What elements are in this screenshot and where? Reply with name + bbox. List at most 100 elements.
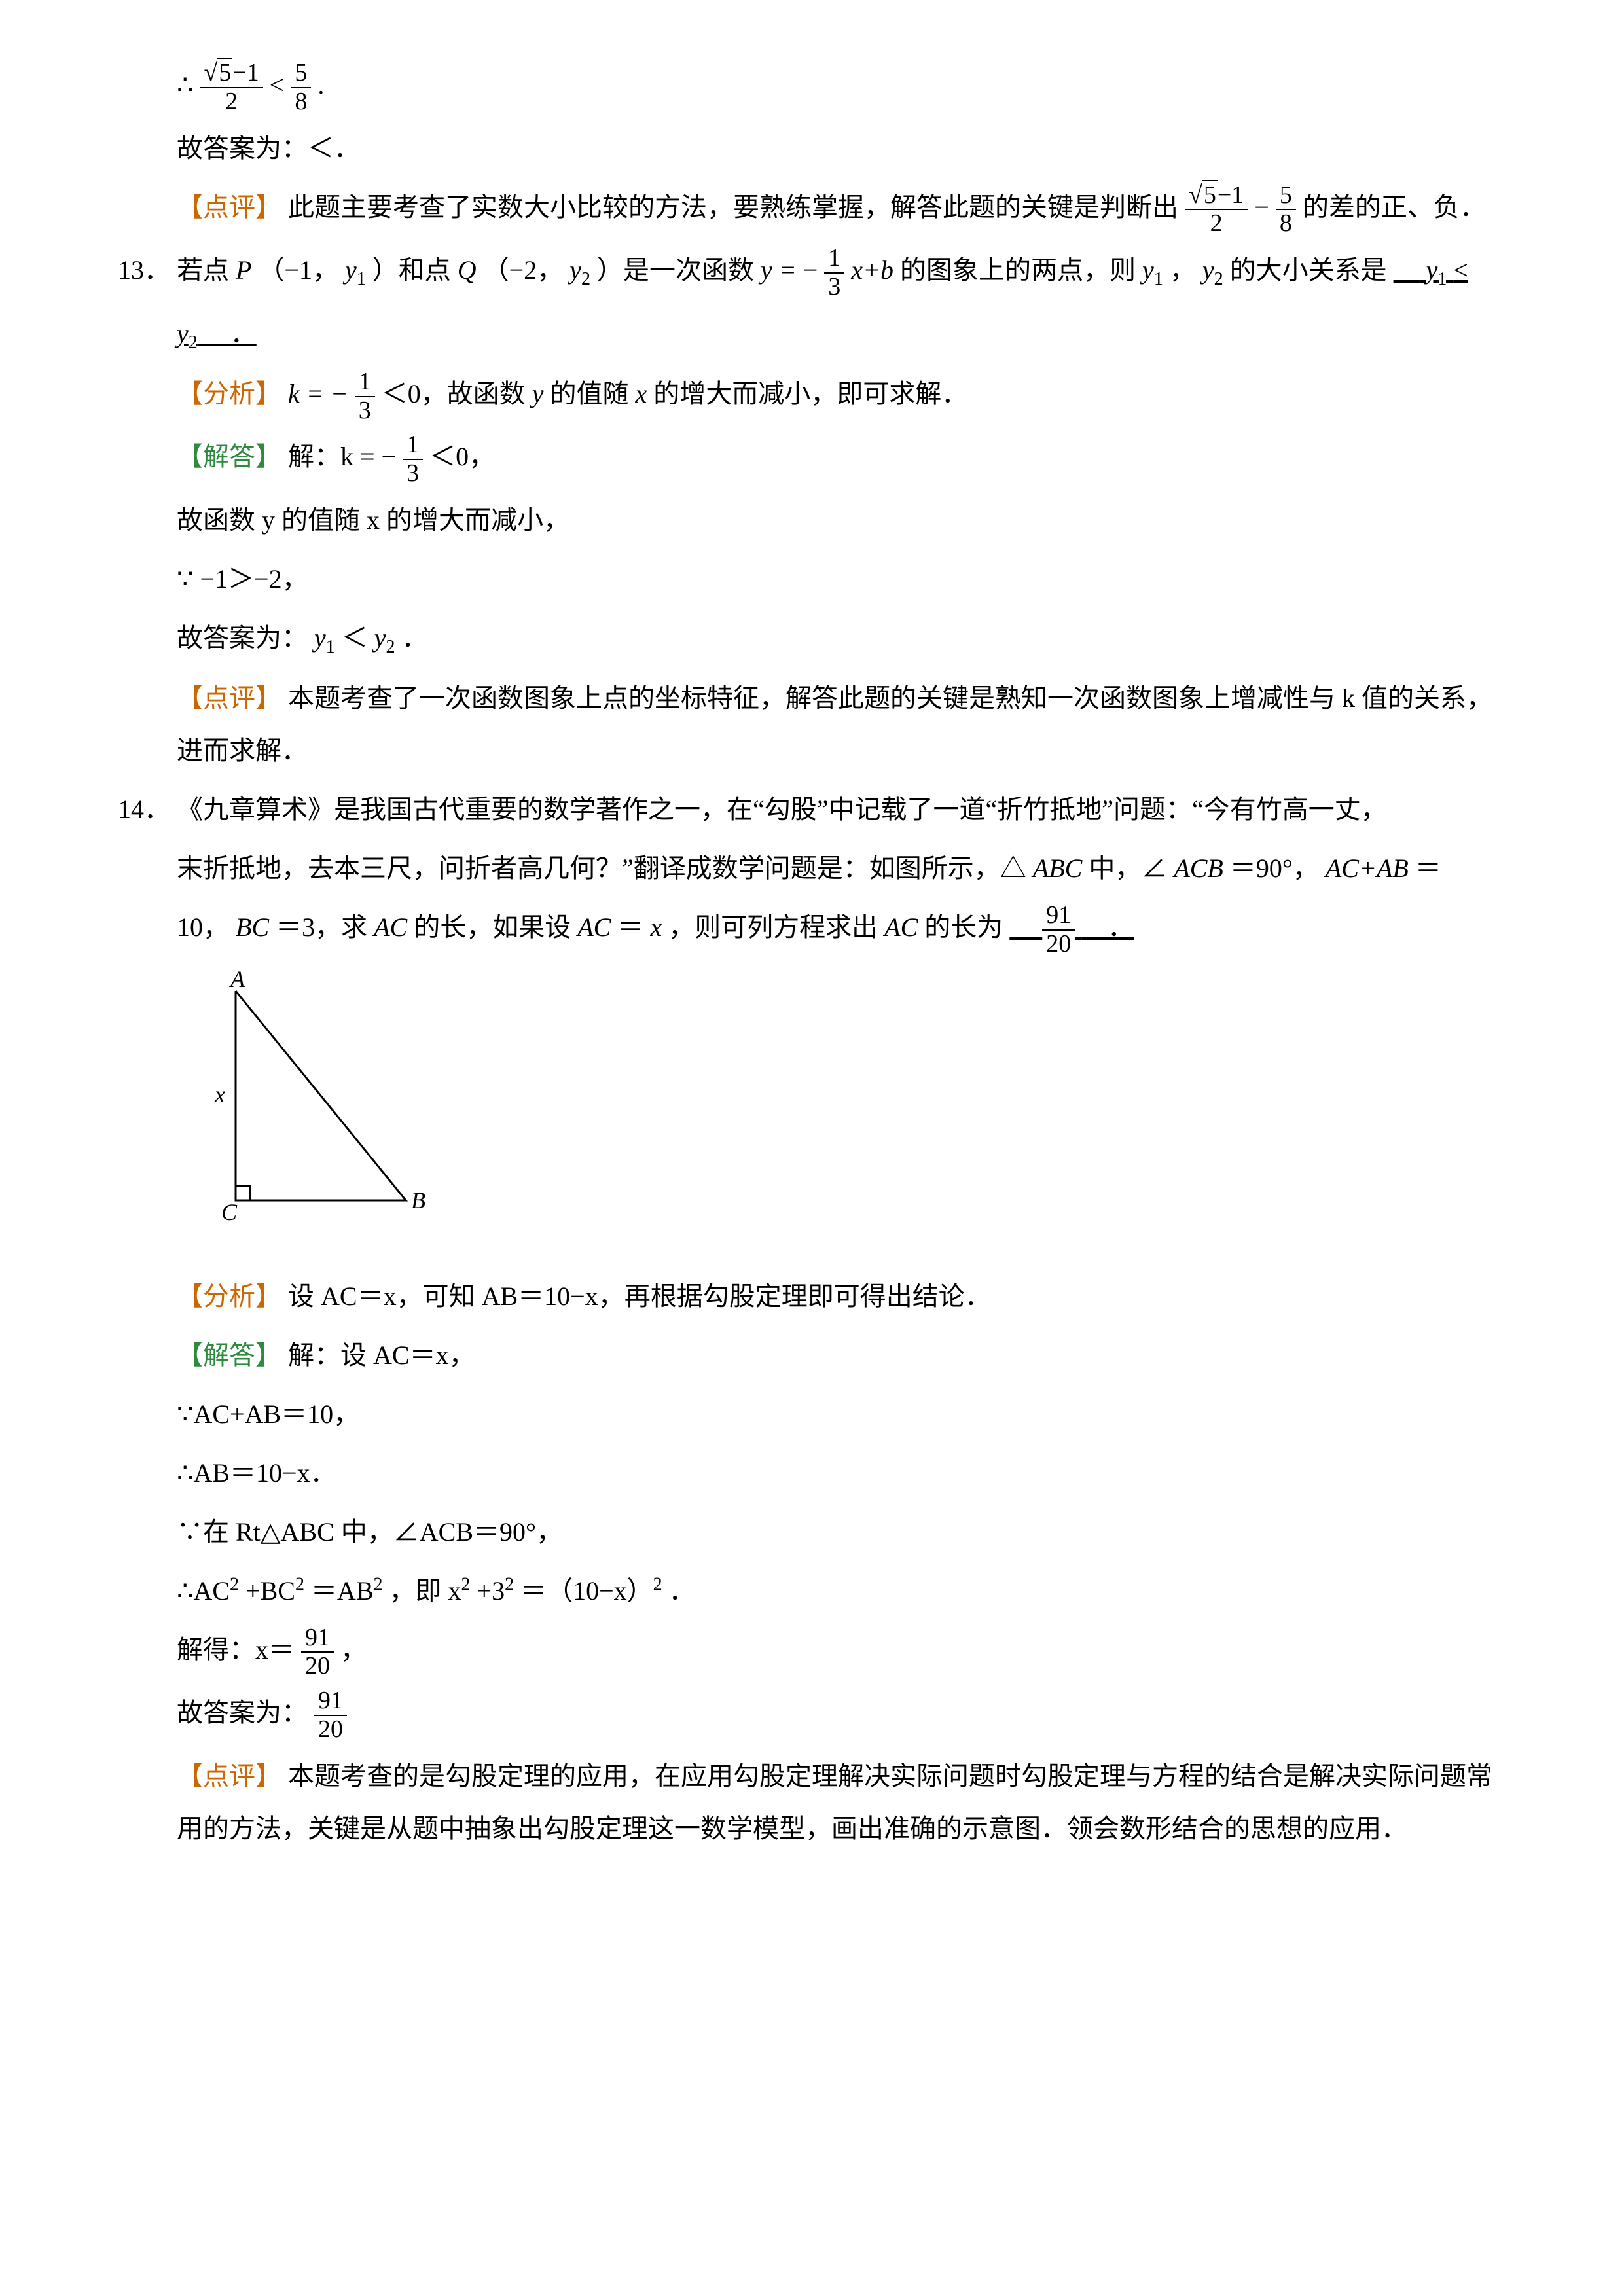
minus-symbol: −	[1254, 192, 1276, 222]
text: ＝90°，	[1230, 853, 1319, 883]
var-x: x	[636, 379, 647, 408]
text: 故答案为：	[177, 623, 308, 653]
var-y1b: y	[1142, 255, 1154, 285]
q13-comment: 【点评】 本题考查了一次函数图象上点的坐标特征，解答此题的关键是熟知一次函数图象…	[118, 672, 1506, 777]
text: （−1，	[258, 255, 338, 285]
frac-91-20: 91 20	[1042, 902, 1075, 958]
label-A: A	[229, 971, 245, 992]
text: ，则可列方程求出	[668, 912, 884, 942]
var-y: y =	[761, 255, 803, 285]
var-Q: Q	[458, 255, 477, 285]
var-AC2: AC	[577, 912, 611, 942]
var-P: P	[236, 255, 251, 285]
text: 故答案为：	[177, 1698, 308, 1727]
q13-stem: 13． 若点 P （−1， y1 ）和点 Q （−2， y2 ）是一次函数 y …	[118, 244, 1506, 301]
q14-stem-l1: 14． 《九章算术》是我国古代重要的数学著作之一，在“勾股”中记载了一道“折竹抵…	[118, 783, 1506, 836]
frac-1-3-b: 1 3	[355, 368, 375, 425]
lt-symbol: <	[270, 70, 285, 99]
q14-solve-6: 解得：x＝ 91 20 ，	[118, 1624, 1506, 1681]
page-root: ∴ 5−1 2 < 5 8 . 故答案为：＜． 【点评】 此题主要考查了实数大小…	[0, 0, 1624, 1914]
text: （−2，	[483, 255, 564, 285]
text: ，	[340, 1635, 367, 1664]
q13-analysis: 【分析】 k = − 1 3 ＜0，故函数 y 的值随 x 的增大而减小，即可求…	[118, 368, 1506, 425]
comment-text-1: 此题主要考查了实数大小比较的方法，要熟练掌握，解答此题的关键是判断出	[288, 192, 1178, 222]
var-ABC: ABC	[1033, 853, 1083, 883]
comment-label: 【点评】	[177, 683, 281, 713]
q14-solve-5: ∴AC2 +BC2 ＝AB2 ，即 x2 +32 ＝（10−x）2 ．	[118, 1565, 1506, 1617]
text: ）和点	[372, 255, 458, 285]
text: 的图象上的两点，则	[900, 255, 1142, 285]
text: ＜0，故函数	[382, 379, 532, 408]
q13-blank-answer-cont: y2 ．	[177, 319, 257, 348]
minus: −	[803, 255, 818, 285]
q13-solve-1: 【解答】 解：k = − 1 3 ＜0，	[118, 431, 1506, 488]
eq: ＝	[1415, 853, 1441, 883]
var-BC: BC	[236, 912, 269, 942]
analysis-label: 【分析】	[177, 379, 281, 408]
comma: ，	[1170, 255, 1196, 285]
var-AC3: AC	[884, 912, 918, 942]
sqrt-icon: 5	[204, 60, 232, 87]
text: 的长为	[924, 912, 1003, 942]
q14-solve-3: ∴AB＝10−x．	[118, 1447, 1506, 1499]
text: 的增大而减小，即可求解．	[653, 379, 967, 408]
q13-blank-answer: y1 <	[1394, 255, 1468, 285]
q12-answer-line: 故答案为：＜．	[118, 122, 1506, 175]
frac-91-20-b: 91 20	[301, 1624, 334, 1681]
q14-stem-l3: 10， BC ＝3，求 AC 的长，如果设 AC ＝ x ，则可列方程求出 AC…	[118, 901, 1506, 958]
q14-solve-4: ∵在 Rt△ABC 中，∠ACB＝90°，	[118, 1506, 1506, 1558]
text: 若点	[177, 255, 236, 285]
comment-text-2: 的差的正、负．	[1303, 192, 1486, 222]
frac-91-20-c: 91 20	[314, 1687, 347, 1744]
frac-sqrt5-1-over-2-b: 5−1 2	[1185, 182, 1248, 238]
text: 解：设 AC＝x，	[288, 1340, 475, 1370]
q14-solve-1: 【解答】 解：设 AC＝x，	[118, 1329, 1506, 1382]
q14-figure: A B C x	[118, 971, 1506, 1251]
text: 解：k = −	[288, 442, 396, 471]
q13-stem-cont: y2 ．	[118, 308, 1506, 361]
frac-1-3: 1 3	[824, 245, 844, 301]
label-C: C	[221, 1199, 238, 1225]
x-plus-b: x+b	[851, 255, 893, 285]
sub-1b: 1	[1154, 269, 1163, 289]
var-y2b: y	[1202, 255, 1214, 285]
comment-label: 【点评】	[177, 1761, 281, 1791]
text: 末折抵地，去本三尺，问折者高几何？”翻译成数学问题是：如图所示，△	[177, 853, 1026, 883]
period: .	[317, 70, 324, 99]
frac-sqrt5-1-over-2: 5−1 2	[200, 60, 262, 116]
text: 设 AC＝x，可知 AB＝10−x，再根据勾股定理即可得出结论．	[288, 1282, 991, 1311]
q13-solve-3: ∵ −1＞−2，	[118, 553, 1506, 605]
q13-solve-4: 故答案为： y1 ＜ y2 ．	[118, 612, 1506, 666]
text: ＜0，	[429, 442, 495, 471]
analysis-label: 【分析】	[177, 1282, 281, 1311]
solve-label: 【解答】	[177, 442, 281, 471]
comment-label: 【点评】	[177, 192, 281, 222]
var-x: x	[650, 912, 662, 942]
text: 的大小关系是	[1230, 255, 1387, 285]
comment-text: 本题考查的是勾股定理的应用，在应用勾股定理解决实际问题时勾股定理与方程的结合是解…	[177, 1761, 1492, 1843]
solve-label: 【解答】	[177, 1340, 281, 1370]
therefore-symbol: ∴	[177, 70, 193, 99]
text: 解得：x＝	[177, 1635, 295, 1664]
label-x: x	[214, 1081, 225, 1107]
q14-number: 14．	[118, 795, 170, 824]
var-y: y	[532, 379, 544, 408]
q12-comment-line: 【点评】 此题主要考查了实数大小比较的方法，要熟练掌握，解答此题的关键是判断出 …	[118, 181, 1506, 238]
text: 中，∠	[1089, 853, 1167, 883]
label-B: B	[411, 1187, 425, 1213]
q14-comment: 【点评】 本题考查的是勾股定理的应用，在应用勾股定理解决实际问题时勾股定理与方程…	[118, 1750, 1506, 1855]
var-y2: y	[569, 255, 581, 285]
q14-analysis: 【分析】 设 AC＝x，可知 AB＝10−x，再根据勾股定理即可得出结论．	[118, 1270, 1506, 1323]
q14-solve-2: ∵AC+AB＝10，	[118, 1388, 1506, 1441]
frac-5-over-8-b: 5 8	[1276, 182, 1296, 238]
var-ACAB: AC+AB	[1326, 853, 1409, 883]
text: ）是一次函数	[597, 255, 761, 285]
text: k = −	[288, 379, 348, 408]
sqrt-icon: 5	[1189, 182, 1218, 209]
text: 的长，如果设	[414, 912, 577, 942]
sub-1: 1	[357, 269, 366, 289]
var-y1: y	[345, 255, 357, 285]
triangle-icon: A B C x	[203, 971, 439, 1233]
q14-stem-l2: 末折抵地，去本三尺，问折者高几何？”翻译成数学问题是：如图所示，△ ABC 中，…	[118, 842, 1506, 895]
var-ACB: ACB	[1174, 853, 1223, 883]
